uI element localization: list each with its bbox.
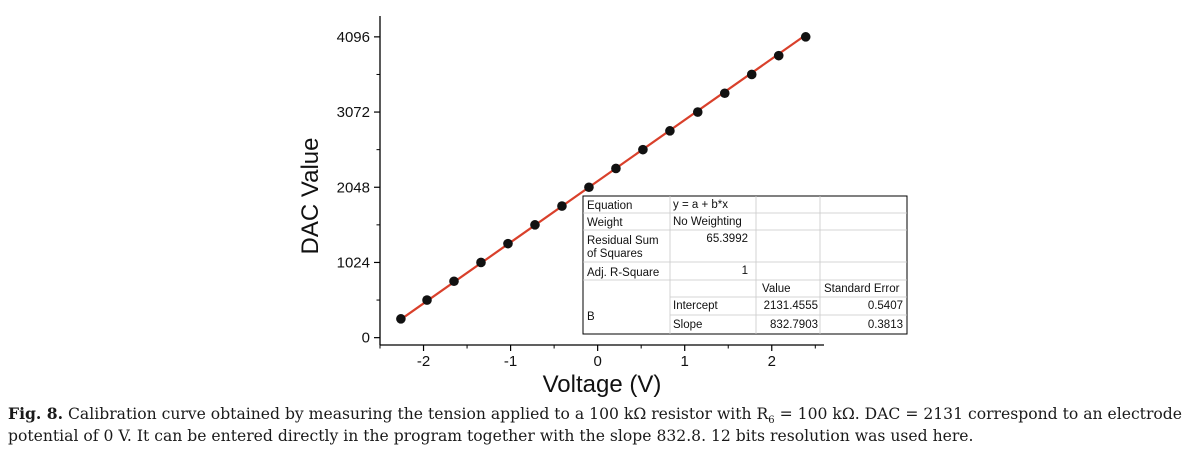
slope-value: 832.7903 <box>770 319 818 331</box>
data-point <box>584 182 594 193</box>
x-tick-label: 2 <box>768 353 776 370</box>
data-point <box>476 257 486 268</box>
equation-label: Equation <box>587 200 632 212</box>
data-point <box>396 314 406 324</box>
data-point <box>557 201 567 211</box>
fit-table-border <box>582 195 908 335</box>
figure-label: Fig. 8. <box>8 404 64 423</box>
x-tick-label: -2 <box>417 353 430 370</box>
figure-caption: Fig. 8. Calibration curve obtained by me… <box>8 403 1196 447</box>
equation-value: y = a + b*x <box>673 199 728 211</box>
caption-text-part2: = 100 kΩ. DAC = 2131 correspond to an el… <box>8 405 1182 445</box>
data-points <box>396 32 811 324</box>
data-point <box>422 295 432 305</box>
rss-label-line1: Residual Sum <box>587 235 659 247</box>
data-point <box>530 220 540 230</box>
x-tick-label: 0 <box>593 353 601 370</box>
data-point <box>503 238 513 249</box>
slope-error: 0.3813 <box>868 319 903 331</box>
data-point <box>638 144 648 155</box>
y-tick-label: 0 <box>362 330 370 347</box>
y-tick-label: 4096 <box>337 29 370 46</box>
rss-label-line2: of Squares <box>587 248 643 260</box>
y-axis-title: DAC Value <box>297 138 324 255</box>
data-point <box>449 276 459 287</box>
fit-statistics-table: Equation y = a + b*x Weight No Weighting… <box>582 195 908 335</box>
data-point <box>719 88 730 99</box>
x-tick-label: -1 <box>504 353 517 370</box>
y-tick-label: 2048 <box>337 179 370 196</box>
adj-r2-label: Adj. R-Square <box>587 267 659 279</box>
axis-ticks <box>374 36 816 351</box>
x-axis-title: Voltage (V) <box>543 371 662 398</box>
adj-r2-value: 1 <box>742 265 748 277</box>
intercept-error: 0.5407 <box>868 300 903 312</box>
linear-fit-line <box>398 32 809 322</box>
x-tick-label: 1 <box>681 353 689 370</box>
value-header: Value <box>762 283 791 295</box>
caption-text-part1: Calibration curve obtained by measuring … <box>63 405 769 423</box>
data-point <box>746 69 757 80</box>
weight-value: No Weighting <box>673 216 742 228</box>
weight-label: Weight <box>587 217 623 229</box>
caption-subscript: 6 <box>768 415 775 427</box>
rss-value: 65.3992 <box>706 233 748 245</box>
data-point <box>773 50 784 61</box>
intercept-label: Intercept <box>673 300 719 312</box>
fit-table-gridlines <box>583 196 907 334</box>
axis-tick-labels: -2 -1 0 1 2 0 1024 2048 3072 4096 <box>337 29 776 370</box>
group-label: B <box>587 311 595 323</box>
y-tick-label: 3072 <box>337 104 370 121</box>
intercept-value: 2131.4555 <box>764 300 818 312</box>
slope-label: Slope <box>673 319 702 331</box>
data-point <box>611 163 621 174</box>
y-tick-label: 1024 <box>337 254 370 271</box>
data-point <box>665 126 675 136</box>
data-point <box>800 32 811 42</box>
stderr-header: Standard Error <box>824 283 900 295</box>
data-point <box>692 107 703 117</box>
